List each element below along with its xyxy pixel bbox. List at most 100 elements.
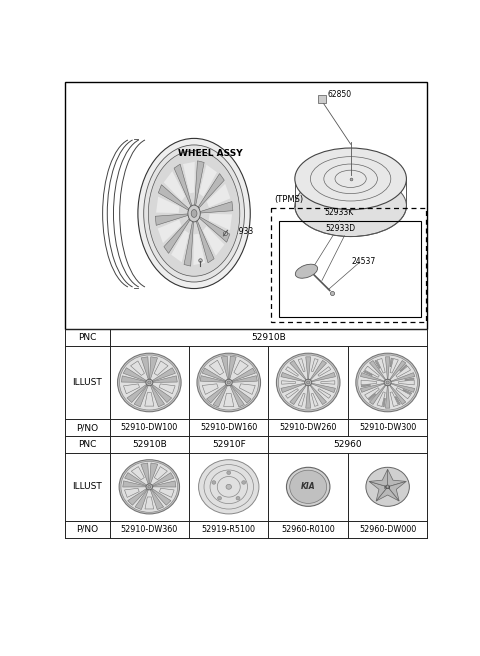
Ellipse shape [384, 379, 391, 386]
Text: 52919-R5100: 52919-R5100 [202, 525, 256, 534]
Ellipse shape [295, 148, 407, 210]
Polygon shape [128, 489, 147, 505]
Polygon shape [306, 357, 311, 379]
Text: 52960-DW000: 52960-DW000 [359, 525, 416, 534]
Polygon shape [206, 384, 227, 403]
Polygon shape [370, 385, 385, 405]
Polygon shape [232, 368, 255, 381]
Polygon shape [123, 368, 146, 381]
Polygon shape [202, 384, 218, 394]
Polygon shape [132, 466, 144, 480]
Polygon shape [383, 398, 385, 407]
Polygon shape [154, 361, 168, 375]
Polygon shape [141, 463, 149, 483]
Polygon shape [234, 360, 248, 375]
Text: PNC: PNC [78, 440, 96, 449]
Polygon shape [388, 482, 406, 501]
Polygon shape [286, 389, 299, 398]
Polygon shape [164, 171, 185, 201]
Polygon shape [131, 361, 144, 375]
Polygon shape [152, 384, 172, 403]
Polygon shape [310, 360, 326, 380]
Polygon shape [221, 356, 228, 379]
Text: WHEEL ASSY: WHEEL ASSY [178, 149, 242, 158]
Ellipse shape [118, 353, 181, 412]
Text: 52910F: 52910F [212, 440, 246, 449]
Polygon shape [390, 361, 406, 380]
Text: 52960: 52960 [334, 440, 362, 449]
Polygon shape [361, 380, 377, 385]
Text: kia: kia [384, 485, 391, 490]
Polygon shape [282, 380, 296, 384]
Polygon shape [365, 366, 379, 377]
Polygon shape [306, 386, 311, 408]
Polygon shape [202, 368, 226, 381]
Text: 52950: 52950 [191, 262, 216, 272]
Ellipse shape [148, 151, 240, 276]
Polygon shape [230, 386, 244, 407]
Polygon shape [281, 373, 305, 382]
Text: P/NO: P/NO [76, 525, 98, 534]
Text: P/NO: P/NO [76, 423, 98, 432]
Text: 52933D: 52933D [325, 224, 356, 233]
Text: 24537: 24537 [352, 256, 376, 266]
Polygon shape [321, 380, 335, 384]
Polygon shape [135, 490, 148, 510]
Text: 52910-DW100: 52910-DW100 [120, 423, 178, 432]
Polygon shape [318, 367, 331, 377]
Polygon shape [123, 481, 145, 487]
Ellipse shape [386, 381, 389, 384]
Polygon shape [151, 386, 165, 407]
Ellipse shape [276, 353, 340, 412]
Polygon shape [184, 221, 193, 266]
Polygon shape [145, 392, 154, 406]
Ellipse shape [188, 205, 200, 222]
Polygon shape [298, 359, 305, 372]
Text: KIA: KIA [301, 482, 315, 491]
Polygon shape [360, 373, 384, 382]
Polygon shape [385, 386, 390, 408]
Polygon shape [375, 360, 380, 368]
Polygon shape [232, 376, 257, 382]
Polygon shape [281, 383, 305, 392]
Text: 52910-DW160: 52910-DW160 [200, 423, 257, 432]
Polygon shape [174, 164, 192, 207]
Polygon shape [127, 384, 147, 403]
Polygon shape [158, 185, 189, 211]
Ellipse shape [148, 485, 151, 488]
Polygon shape [369, 482, 388, 501]
Polygon shape [193, 234, 205, 265]
Polygon shape [200, 376, 225, 382]
Ellipse shape [146, 484, 153, 490]
Ellipse shape [121, 461, 178, 512]
Text: ILLUST: ILLUST [72, 482, 102, 491]
Ellipse shape [366, 467, 409, 506]
Polygon shape [213, 386, 228, 407]
Polygon shape [390, 358, 398, 373]
Text: 52910-DW360: 52910-DW360 [120, 525, 178, 534]
Ellipse shape [227, 381, 230, 384]
Polygon shape [171, 230, 189, 262]
Polygon shape [152, 489, 171, 505]
Polygon shape [311, 394, 318, 406]
Ellipse shape [146, 379, 153, 386]
Polygon shape [240, 384, 255, 394]
Polygon shape [209, 214, 232, 230]
Ellipse shape [144, 145, 244, 282]
Polygon shape [199, 165, 217, 197]
Polygon shape [370, 361, 385, 380]
Ellipse shape [227, 471, 231, 474]
Polygon shape [153, 481, 176, 487]
Polygon shape [153, 368, 175, 381]
Polygon shape [396, 388, 410, 399]
Ellipse shape [148, 381, 151, 384]
Polygon shape [164, 218, 190, 253]
Polygon shape [405, 378, 414, 380]
Polygon shape [153, 472, 174, 485]
Polygon shape [145, 497, 154, 509]
Polygon shape [361, 384, 371, 387]
Polygon shape [318, 389, 331, 398]
Ellipse shape [191, 209, 197, 217]
Polygon shape [199, 216, 230, 242]
Polygon shape [403, 390, 412, 394]
